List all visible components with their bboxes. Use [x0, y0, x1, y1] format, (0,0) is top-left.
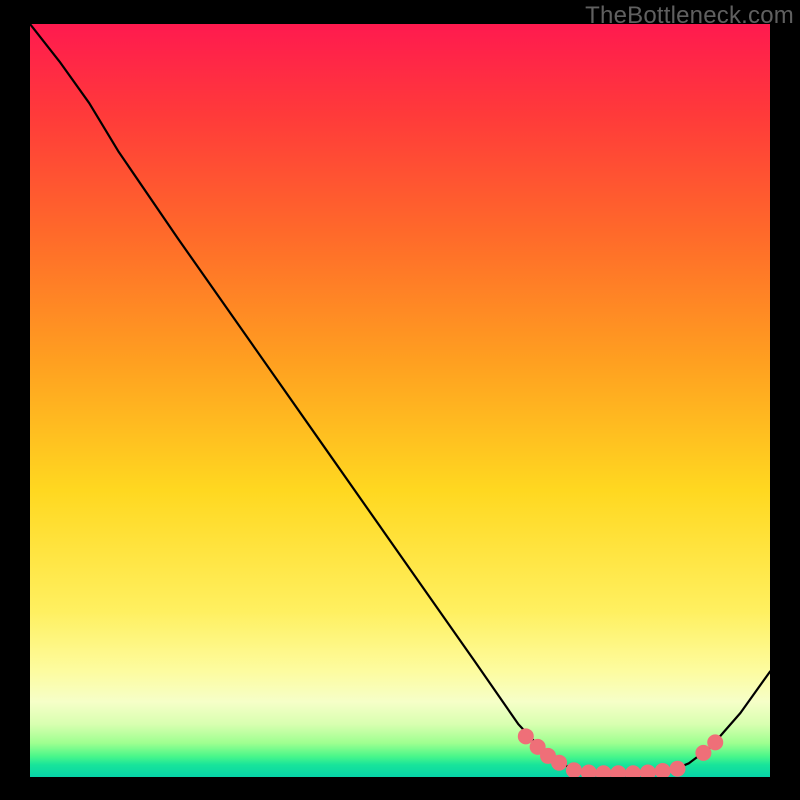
plot-area — [30, 24, 770, 777]
data-marker — [611, 766, 626, 777]
figure-canvas: TheBottleneck.com — [0, 0, 800, 800]
data-marker — [708, 735, 723, 750]
data-marker — [596, 766, 611, 777]
data-marker — [640, 765, 655, 777]
data-marker — [581, 765, 596, 777]
data-marker — [626, 766, 641, 777]
data-marker — [518, 729, 533, 744]
heatmap-background — [30, 24, 770, 777]
data-marker — [655, 763, 670, 777]
data-marker — [566, 763, 581, 777]
data-marker — [670, 761, 685, 776]
data-marker — [696, 745, 711, 760]
plot-svg — [30, 24, 770, 777]
data-marker — [552, 755, 567, 770]
